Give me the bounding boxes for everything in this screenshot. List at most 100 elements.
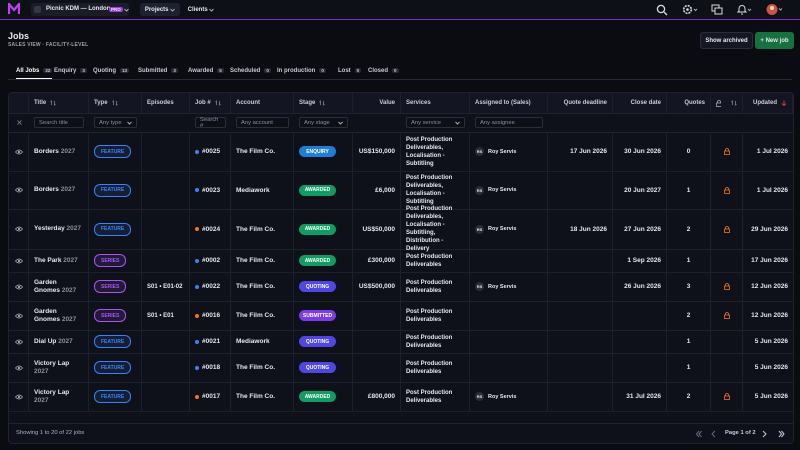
tab-count: 22 [43, 68, 53, 73]
table-row[interactable] [9, 171, 793, 210]
view-icon[interactable] [14, 394, 23, 400]
close-date-cell [613, 353, 667, 382]
filter-input[interactable]: Any stage [299, 117, 348, 128]
column-label: Episodes [147, 100, 174, 106]
title-text: The Park [34, 256, 62, 264]
view-icon[interactable] [14, 284, 23, 290]
lock-shackle [724, 283, 729, 286]
eye-pupil [17, 150, 20, 153]
title[interactable]: Borders 2027 [34, 148, 83, 156]
quotes: 3 [686, 283, 691, 290]
first-prev-buttons[interactable] [695, 430, 723, 438]
filter-input[interactable]: Any account [236, 117, 289, 128]
tab[interactable]: Closed 0 [368, 63, 399, 78]
close-date-cell: 26 Jun 2026 [613, 272, 667, 301]
filter-input[interactable]: Any type [94, 117, 137, 128]
tab[interactable]: Lost 0 [338, 63, 362, 78]
chevron [338, 121, 343, 125]
table-row[interactable] [9, 353, 793, 383]
view-icon[interactable] [14, 149, 23, 155]
lock-cell [711, 301, 743, 330]
sort-icon[interactable] [214, 100, 221, 106]
table-row[interactable] [9, 209, 793, 250]
title[interactable]: Victory Lap 2027 [34, 389, 83, 405]
filter-placeholder: Any stage [304, 119, 330, 126]
user-avatar[interactable] [766, 3, 784, 16]
view-icon[interactable] [14, 258, 23, 264]
job-number: #0016 [202, 312, 221, 319]
updated-cell: 5 Jun 2026 [743, 382, 793, 411]
account: The Film Co. [236, 257, 275, 264]
tab[interactable]: All Jobs 22 [16, 63, 53, 79]
tab-count: 3 [171, 68, 178, 73]
view-icon[interactable] [14, 313, 23, 319]
nav-clients[interactable]: Clients [183, 3, 219, 16]
title[interactable]: The Park 2027 [34, 257, 83, 265]
sort-icon[interactable] [731, 100, 737, 106]
table-row[interactable] [9, 330, 793, 354]
updated: 5 Jun 2026 [754, 393, 788, 400]
services: Post Production Deliverables [406, 389, 453, 404]
sort-icon[interactable] [50, 100, 57, 106]
services-cell: Post Production Deliverables [401, 353, 470, 382]
view-icon[interactable] [14, 187, 23, 193]
title[interactable]: Dial Up 2027 [34, 338, 83, 346]
settings-icon[interactable] [682, 4, 698, 16]
filter-input[interactable]: Any service [406, 117, 465, 128]
view-icon[interactable] [14, 365, 23, 371]
lock-body [723, 150, 730, 155]
lock-cell [711, 382, 743, 411]
filter-input[interactable]: Search title [34, 117, 84, 128]
nav-projects[interactable]: Projects [140, 3, 180, 16]
title[interactable]: Garden Gnomes 2027 [34, 279, 83, 295]
clear-icon[interactable] [16, 120, 22, 125]
show-archived-button[interactable]: Show archived [700, 32, 753, 49]
view-icon[interactable] [14, 339, 23, 345]
eye-pupil [17, 366, 20, 369]
view-icon[interactable] [14, 226, 23, 232]
table-row[interactable] [9, 301, 793, 331]
account: Mediawork [236, 186, 270, 194]
services: Post Production Deliverables [406, 308, 453, 323]
title[interactable]: Borders 2027 [34, 186, 83, 194]
column-header: Quote deadline [548, 93, 613, 113]
search-icon[interactable] [656, 4, 668, 16]
table-row[interactable] [9, 132, 793, 172]
title[interactable]: Yesterday 2027 [34, 225, 83, 233]
tab[interactable]: Enquiry 3 [54, 63, 87, 78]
table-row[interactable] [9, 272, 793, 302]
tab[interactable]: In production 0 [277, 63, 326, 78]
account: The Film Co. [236, 364, 275, 371]
tab-label: Scheduled [230, 67, 261, 74]
sort-icon[interactable] [781, 100, 787, 106]
tab[interactable]: Submitted 3 [138, 63, 178, 78]
sort-icon[interactable] [319, 100, 326, 106]
logo[interactable] [8, 3, 20, 15]
title[interactable]: Garden Gnomes 2027 [34, 308, 83, 324]
type-badge: FEATURE [94, 335, 132, 348]
title-year: 2027 [34, 367, 49, 375]
title-cell: Borders 2027 [29, 171, 89, 209]
updated-cell: 1 Jul 2026 [743, 132, 793, 171]
new-job-button[interactable]: + New job [755, 32, 794, 49]
notifications-icon[interactable] [736, 4, 752, 16]
table-row[interactable] [9, 249, 793, 273]
column-header: Episodes [142, 93, 190, 113]
column-label: Value [379, 100, 395, 106]
services: Post Production Deliverables, Localisati… [406, 175, 453, 205]
tab[interactable]: Scheduled 0 [230, 63, 271, 78]
filter-cell: Any service [401, 113, 470, 132]
sort-icon[interactable] [111, 100, 118, 106]
table-row[interactable] [9, 382, 793, 412]
workspace-switcher[interactable]: Picnic KDM — London PRO [31, 3, 129, 16]
tab[interactable]: Awarded 5 [188, 63, 224, 78]
filter-input[interactable]: Any assignee [475, 117, 543, 128]
filter-input[interactable]: Search # [195, 117, 226, 129]
title[interactable]: Victory Lap 2027 [34, 360, 83, 376]
tab[interactable]: Quoting 13 [93, 63, 130, 78]
messages-icon[interactable] [711, 4, 723, 16]
tab-label: Closed [368, 67, 389, 74]
job-cell: #0016 [190, 301, 231, 330]
next-last-buttons[interactable] [761, 430, 787, 438]
sort-arrows [319, 100, 326, 106]
